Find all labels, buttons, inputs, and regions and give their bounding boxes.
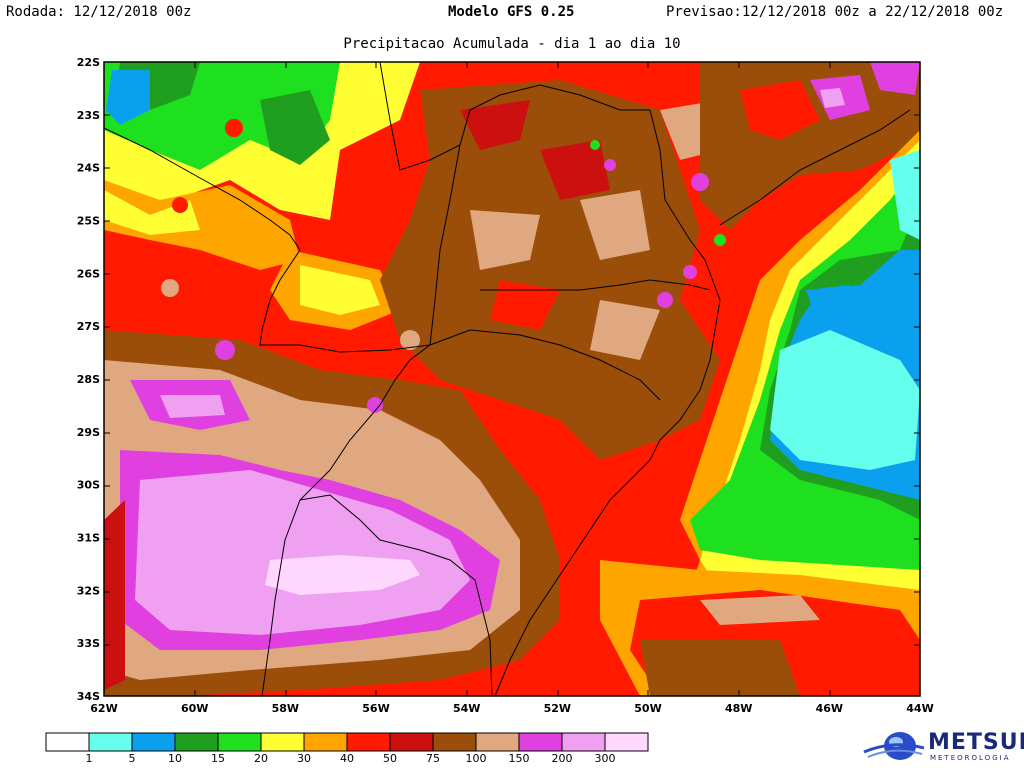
lat-label: 30S [77, 479, 100, 492]
legend-swatch [475, 732, 520, 752]
lat-label: 25S [77, 215, 100, 228]
legend-label: 150 [508, 752, 530, 765]
forecast-period-label: Previsao:12/12/2018 00z a 22/12/2018 00z [666, 4, 1004, 20]
lon-label: 54W [453, 702, 480, 715]
model-label: Modelo GFS 0.25 [448, 4, 575, 20]
legend-swatch [561, 732, 606, 752]
legend-label: 50 [383, 752, 397, 765]
lat-label: 29S [77, 426, 100, 439]
lat-label: 28S [77, 373, 100, 386]
lat-label: 34S [77, 690, 100, 703]
legend-label: 75 [426, 752, 440, 765]
lon-label: 50W [634, 702, 661, 715]
lon-label: 46W [816, 702, 843, 715]
legend-label: 100 [465, 752, 487, 765]
lat-label: 32S [77, 584, 100, 597]
lat-label: 22S [77, 56, 100, 69]
lat-label: 26S [77, 267, 100, 280]
lat-label: 33S [77, 637, 100, 650]
color-legend [45, 732, 649, 752]
lon-label: 48W [725, 702, 752, 715]
latitude-labels: 22S 23S 24S 25S 26S 27S 28S 29S 30S 31S 32S 33S 34S [77, 56, 100, 703]
legend-label: 1 [85, 752, 93, 765]
legend-swatch [346, 732, 391, 752]
legend-swatch [131, 732, 176, 752]
run-date-label: Rodada: 12/12/2018 00z [6, 4, 192, 20]
legend-swatch [303, 732, 348, 752]
longitude-labels: 62W 60W 58W 56W 54W 52W 50W 48W 46W 44W [90, 702, 933, 715]
legend-swatch [88, 732, 133, 752]
lat-label: 24S [77, 162, 100, 175]
logo-text: METSUL [928, 730, 1024, 755]
legend-label: 300 [594, 752, 616, 765]
map-frame [103, 61, 921, 697]
political-boundaries [103, 61, 911, 697]
precipitation-field [104, 62, 920, 696]
lat-label: 23S [77, 109, 100, 122]
legend-swatch [260, 732, 305, 752]
lon-label: 60W [181, 702, 208, 715]
legend-swatch [45, 732, 90, 752]
logo-subtext: METEOROLOGIA [930, 754, 1011, 762]
legend-label: 15 [211, 752, 225, 765]
lon-label: 52W [544, 702, 571, 715]
legend-label: 200 [551, 752, 573, 765]
legend-swatch [604, 732, 649, 752]
lat-label: 27S [77, 320, 100, 333]
lat-label: 31S [77, 532, 100, 545]
legend-label: 10 [168, 752, 182, 765]
lon-label: 58W [272, 702, 299, 715]
globe-icon [863, 732, 925, 760]
legend-label: 20 [254, 752, 268, 765]
legend-swatch [432, 732, 477, 752]
legend-label: 30 [297, 752, 311, 765]
legend-label: 5 [128, 752, 136, 765]
legend-swatch [217, 732, 262, 752]
lon-label: 62W [90, 702, 117, 715]
metsul-logo: METSUL METEOROLOGIA [862, 726, 1024, 766]
legend-swatch [518, 732, 563, 752]
legend-swatch [389, 732, 434, 752]
map-subtitle: Precipitacao Acumulada - dia 1 ao dia 10 [343, 36, 681, 52]
lon-label: 44W [906, 702, 933, 715]
legend-swatch [174, 732, 219, 752]
legend-label: 40 [340, 752, 354, 765]
axis-ticks [103, 61, 921, 697]
lon-label: 56W [362, 702, 389, 715]
